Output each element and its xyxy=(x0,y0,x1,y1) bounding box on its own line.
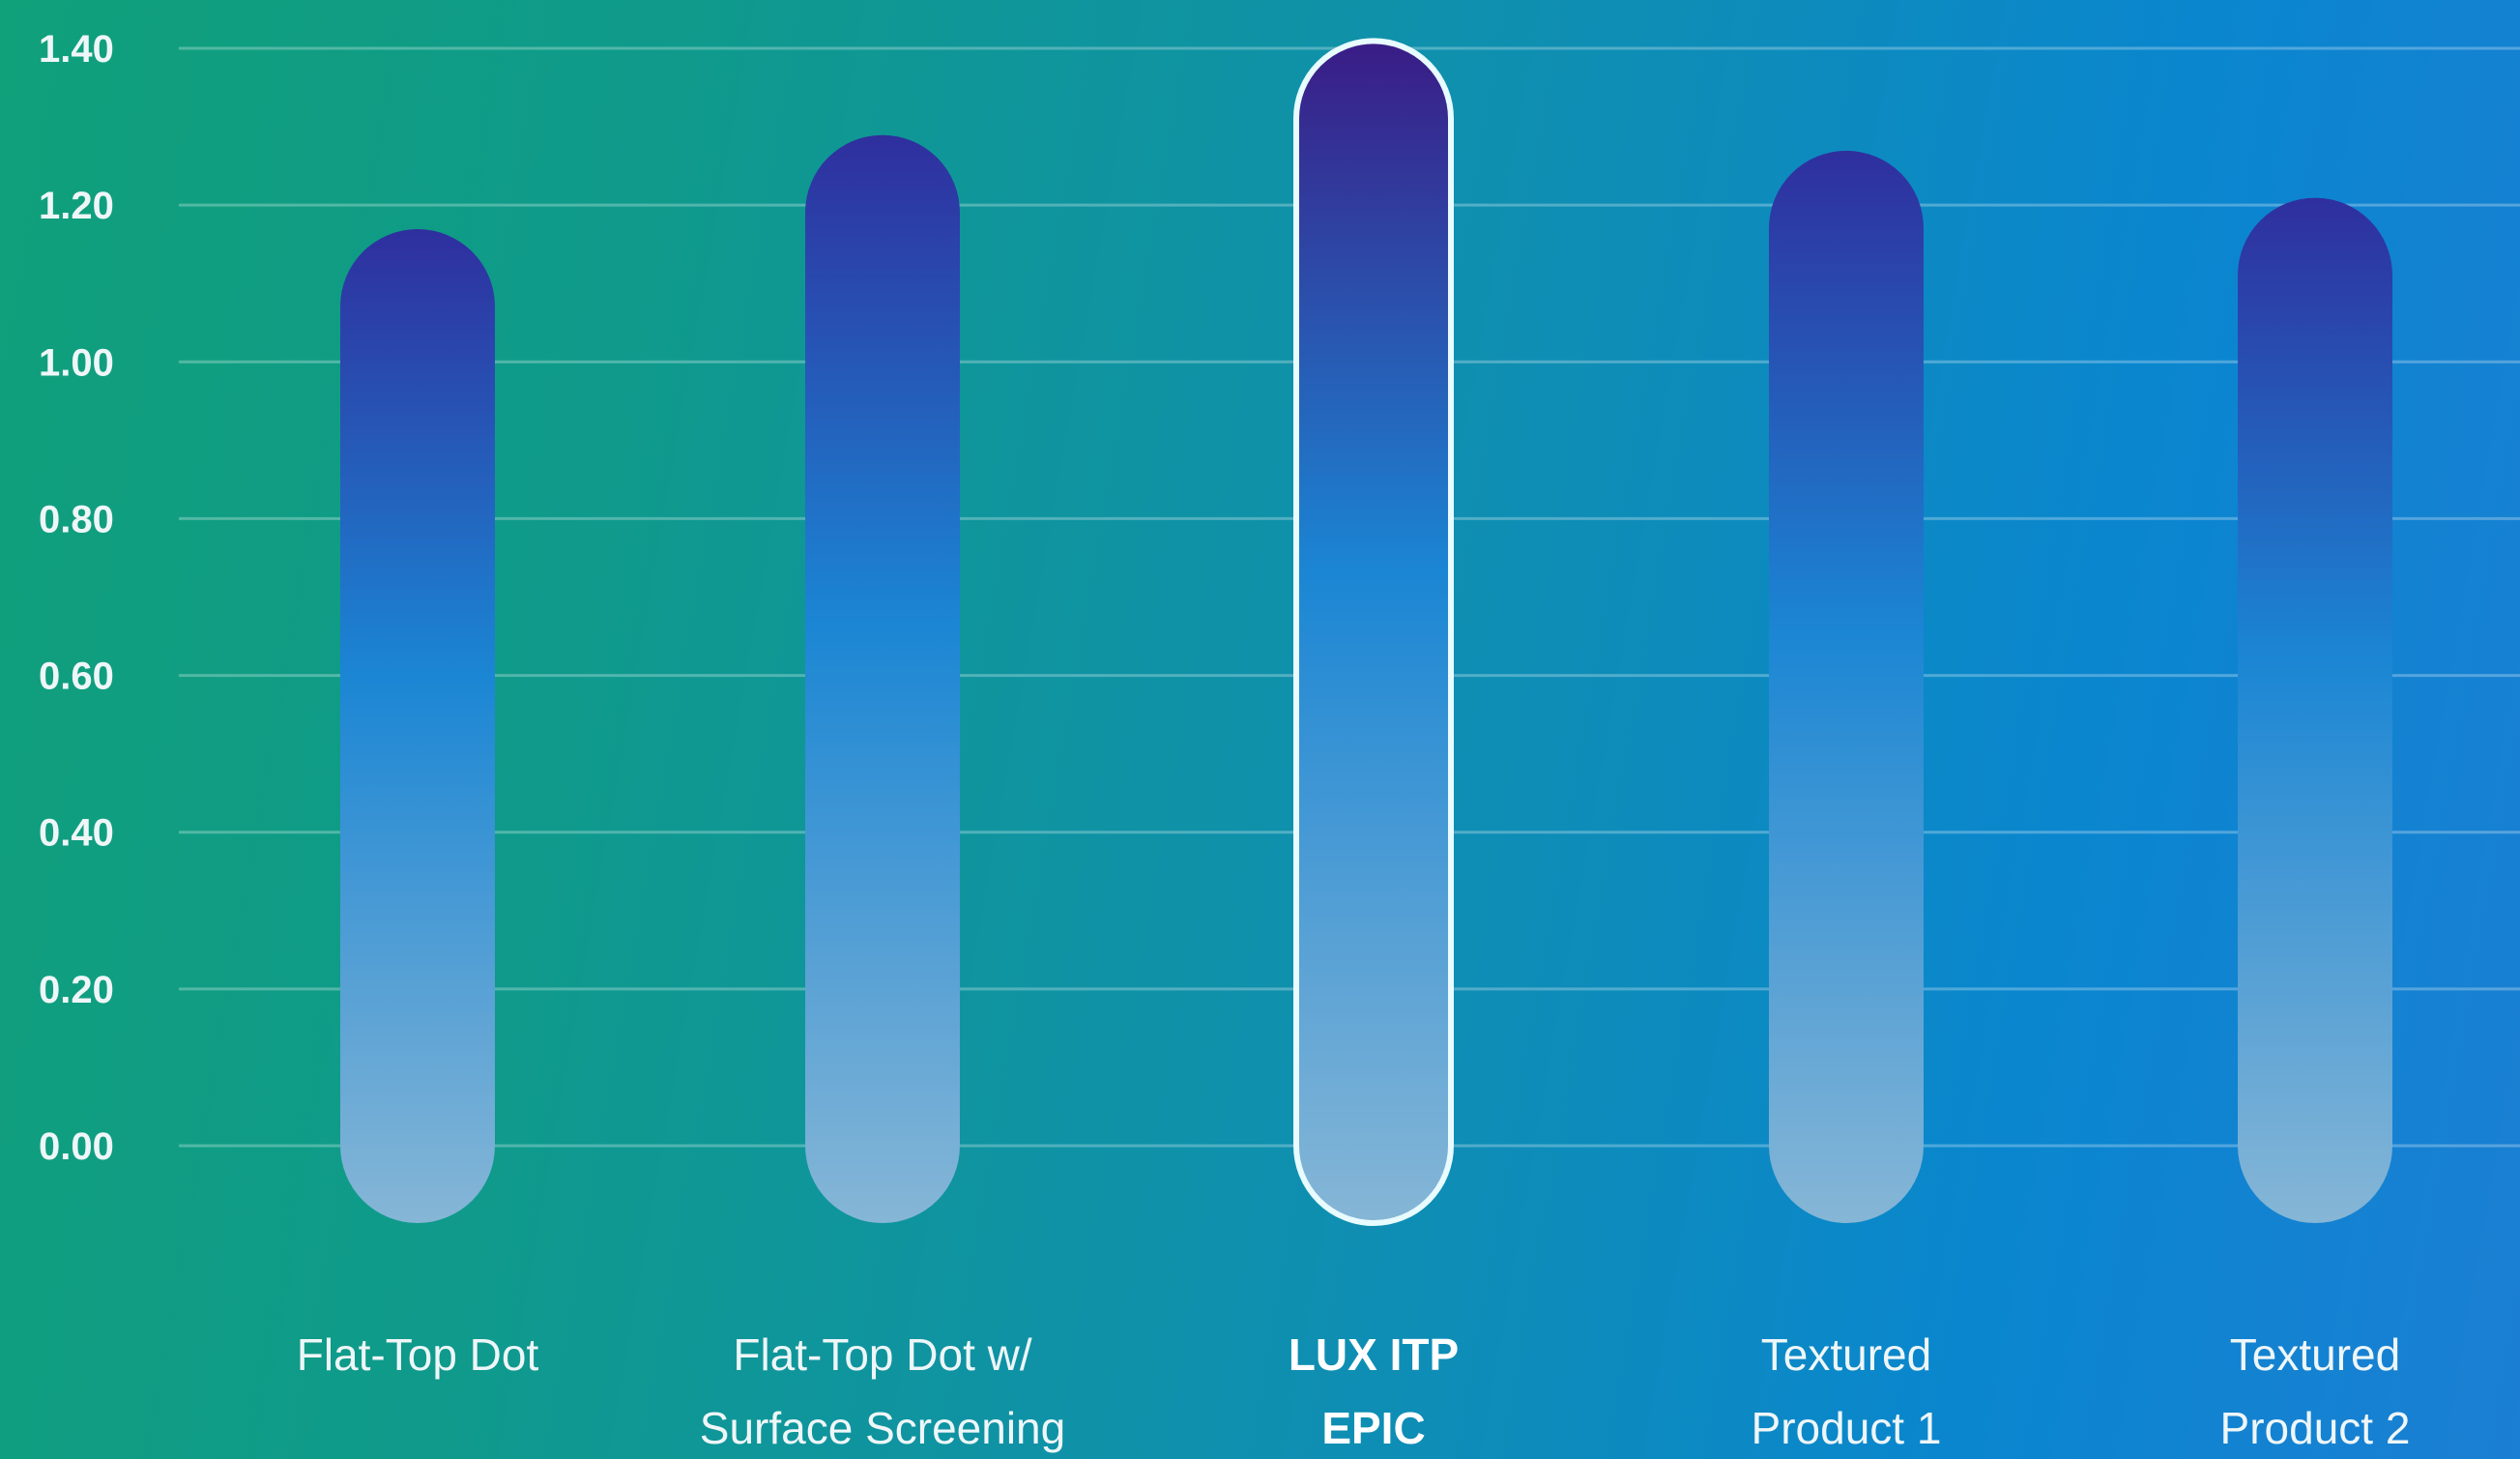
x-category-label: Product 2 xyxy=(2220,1403,2411,1453)
y-tick-label: 0.60 xyxy=(39,656,114,698)
x-category-label: Flat-Top Dot xyxy=(297,1329,539,1380)
x-category-label: Textured xyxy=(1761,1329,1931,1380)
x-axis-labels: Flat-Top Dot Flat-Top Dot w/Surface Scree… xyxy=(297,1329,2411,1453)
bars xyxy=(340,38,2392,1226)
bar xyxy=(805,134,960,1224)
bar-highlighted xyxy=(1293,38,1454,1226)
y-tick-label: 0.40 xyxy=(39,812,114,855)
bar xyxy=(1769,150,1924,1223)
bar xyxy=(2238,197,2392,1224)
x-category-label: Textured xyxy=(2230,1329,2400,1380)
bar xyxy=(340,229,495,1223)
x-category-label: Flat-Top Dot w/ xyxy=(733,1329,1032,1380)
y-tick-label: 1.00 xyxy=(39,341,114,384)
x-category-label: Product 1 xyxy=(1752,1403,1942,1453)
y-axis-ticks: 1.40 1.20 1.00 0.80 0.60 0.40 0.20 0.00 xyxy=(39,28,114,1168)
y-tick-label: 0.20 xyxy=(39,969,114,1011)
y-tick-label: 1.20 xyxy=(39,185,114,227)
x-category-label: LUX ITP xyxy=(1289,1329,1459,1380)
x-category-label: EPIC xyxy=(1321,1403,1425,1453)
y-tick-label: 0.00 xyxy=(39,1125,114,1168)
y-tick-label: 0.80 xyxy=(39,498,114,540)
y-tick-label: 1.40 xyxy=(39,28,114,71)
x-category-label: Surface Screening xyxy=(700,1403,1065,1453)
